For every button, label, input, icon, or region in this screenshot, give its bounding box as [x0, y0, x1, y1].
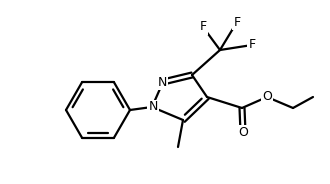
Text: O: O [238, 125, 248, 139]
Text: F: F [199, 20, 207, 33]
Text: O: O [262, 91, 272, 103]
Text: F: F [233, 15, 241, 29]
Text: N: N [157, 75, 167, 89]
Text: F: F [248, 38, 255, 52]
Text: N: N [148, 100, 158, 114]
